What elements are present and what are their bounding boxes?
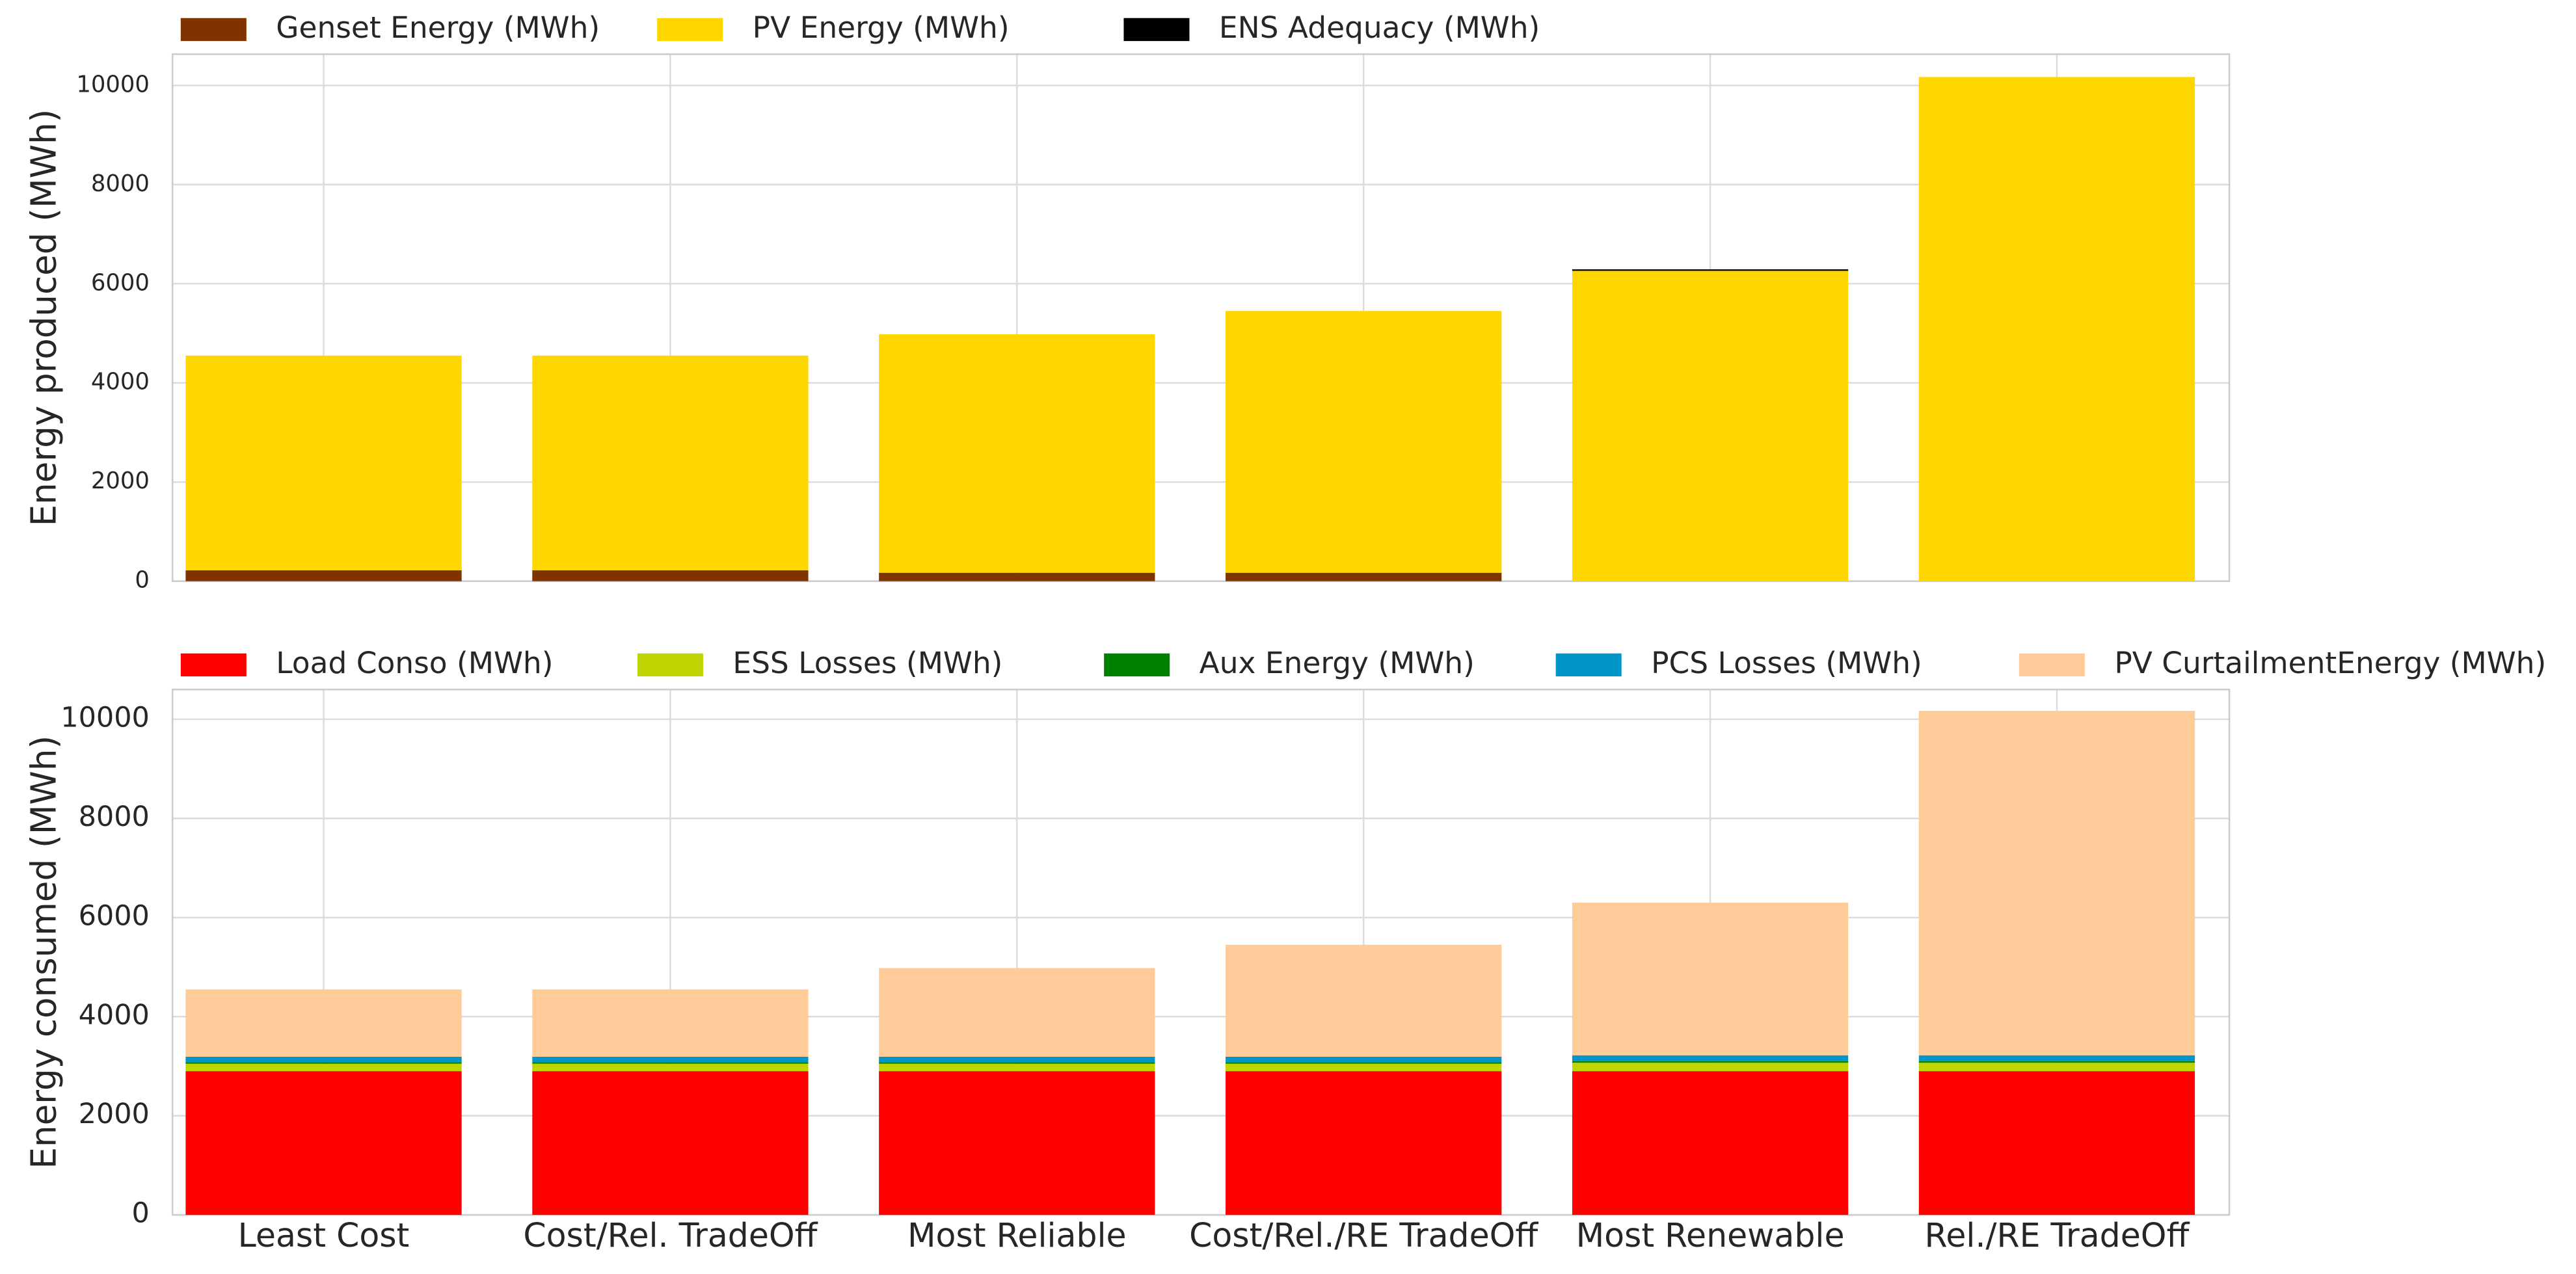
bar-segment xyxy=(1572,1061,1849,1063)
y-tick-label: 8000 xyxy=(79,801,150,833)
legend-swatch xyxy=(637,653,703,677)
legend-swatch xyxy=(657,18,723,42)
bar-segment xyxy=(1572,1063,1849,1072)
bar-segment xyxy=(1226,311,1502,573)
x-tick-label: Rel./RE TradeOff xyxy=(1925,1216,2190,1254)
bar-segment xyxy=(1918,1063,2195,1072)
y-tick-label: 0 xyxy=(132,1197,150,1230)
legend-label: Load Conso (MWh) xyxy=(276,646,553,680)
legend-swatch xyxy=(2019,653,2085,677)
y-tick-label: 10000 xyxy=(60,702,150,734)
y-tick-label: 6000 xyxy=(79,899,150,932)
legend-swatch xyxy=(180,18,247,42)
bar-segment xyxy=(879,1071,1155,1215)
legend-swatch xyxy=(1555,653,1622,677)
legend-label: Aux Energy (MWh) xyxy=(1200,646,1475,680)
y-tick-label: 2000 xyxy=(79,1098,150,1130)
bar-segment xyxy=(1226,944,1502,1057)
bar-segment xyxy=(1918,1071,2195,1215)
plot-frame xyxy=(171,689,2231,1216)
bar-segment xyxy=(185,1071,462,1215)
bar-segment xyxy=(1918,1061,2195,1063)
bar-segment xyxy=(1918,77,2195,581)
y-tick-label: 10000 xyxy=(76,71,149,98)
bar-segment xyxy=(1226,572,1502,581)
bar-segment xyxy=(185,355,462,570)
bar-segment xyxy=(185,1057,462,1063)
bar-segment xyxy=(879,968,1155,1057)
bar-segment xyxy=(1918,711,2195,1055)
bar-segment xyxy=(879,334,1155,573)
y-tick-label: 8000 xyxy=(91,170,150,197)
x-tick-label: Cost/Rel./RE TradeOff xyxy=(1189,1216,1538,1254)
bar-segment xyxy=(532,1057,809,1063)
y-tick-label: 4000 xyxy=(79,999,150,1031)
bar-segment xyxy=(532,570,809,581)
y-axis-title: Energy consumed (MWh) xyxy=(23,736,64,1169)
legend-label: PV Energy (MWh) xyxy=(753,10,1010,45)
y-tick-label: 6000 xyxy=(91,269,150,296)
legend-swatch xyxy=(1123,18,1190,42)
legend-label: PCS Losses (MWh) xyxy=(1651,646,1922,680)
bar-segment xyxy=(879,572,1155,581)
bar-segment xyxy=(532,989,809,1057)
bar-segment xyxy=(879,1057,1155,1063)
legend-swatch xyxy=(1104,653,1170,677)
legend-label: ESS Losses (MWh) xyxy=(732,646,1002,680)
y-axis-title: Energy produced (MWh) xyxy=(23,109,64,527)
plot-frame xyxy=(171,53,2231,582)
bar-segment xyxy=(1226,1071,1502,1215)
x-tick-label: Cost/Rel. TradeOff xyxy=(523,1216,818,1254)
y-tick-label: 2000 xyxy=(91,468,150,494)
y-tick-label: 0 xyxy=(135,567,149,594)
bar-segment xyxy=(879,1062,1155,1064)
bar-segment xyxy=(1572,271,1849,581)
y-tick-label: 4000 xyxy=(91,369,150,395)
x-tick-label: Most Renewable xyxy=(1576,1216,1845,1254)
bar-segment xyxy=(1918,1055,2195,1061)
bar-segment xyxy=(185,1062,462,1064)
bar-segment xyxy=(532,355,809,570)
legend-label: PV CurtailmentEnergy (MWh) xyxy=(2114,646,2546,680)
bar-segment xyxy=(1572,1071,1849,1215)
x-tick-label: Most Reliable xyxy=(907,1216,1127,1254)
bar-segment xyxy=(1226,1063,1502,1072)
legend-swatch xyxy=(180,653,247,677)
legend-label: ENS Adequacy (MWh) xyxy=(1219,10,1540,45)
bar-segment xyxy=(1572,902,1849,1055)
bar-segment xyxy=(1572,269,1849,271)
bar-segment xyxy=(1226,1062,1502,1064)
x-tick-label: Least Cost xyxy=(238,1216,410,1254)
bar-segment xyxy=(185,1063,462,1072)
bar-segment xyxy=(185,570,462,581)
bar-segment xyxy=(879,1063,1155,1072)
bar-segment xyxy=(532,1062,809,1064)
bar-segment xyxy=(1226,1057,1502,1063)
bar-segment xyxy=(532,1063,809,1072)
legend-label: Genset Energy (MWh) xyxy=(276,10,600,45)
bar-segment xyxy=(532,1071,809,1215)
bar-segment xyxy=(185,989,462,1057)
bar-segment xyxy=(1572,1055,1849,1061)
